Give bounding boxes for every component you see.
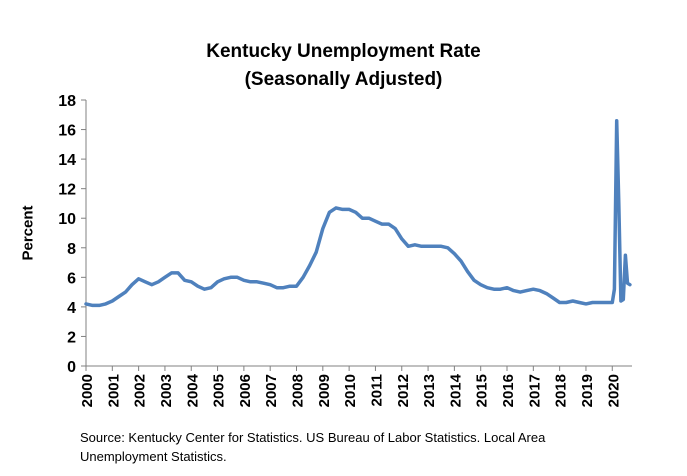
chart-title-line2: (Seasonally Adjusted) <box>244 69 443 90</box>
x-tick-label: 2012 <box>395 374 412 407</box>
x-tick-label: 2005 <box>211 374 228 407</box>
x-tick-label: 2008 <box>290 374 307 407</box>
x-tick-label: 2000 <box>79 374 96 407</box>
x-tick-label: 2006 <box>237 374 254 407</box>
unemployment-rate-line <box>84 118 632 308</box>
chart-title: Kentucky Unemployment Rate (Seasonally A… <box>0 38 687 94</box>
y-tick-label: 10 <box>58 211 76 228</box>
x-tick-label: 2007 <box>263 374 280 407</box>
y-tick-label: 18 <box>58 93 76 110</box>
x-tick-label: 2020 <box>605 374 622 407</box>
y-tick-label: 8 <box>67 241 76 258</box>
x-tick-label: 2011 <box>368 374 385 407</box>
source-line-2: Unemployment Statistics. <box>80 449 227 464</box>
y-tick-label: 2 <box>67 329 76 346</box>
source-line-1: Source: Kentucky Center for Statistics. … <box>80 430 546 445</box>
y-tick-label: 16 <box>58 123 76 140</box>
x-tick-label: 2018 <box>553 374 570 407</box>
y-tick-label: 6 <box>67 270 76 287</box>
x-tick-label: 2015 <box>474 374 491 407</box>
y-tick-label: 12 <box>58 182 76 199</box>
x-tick-label: 2017 <box>526 374 543 407</box>
x-tick-label: 2001 <box>105 374 122 407</box>
x-tick-label: 2013 <box>421 374 438 407</box>
y-tick-label: 0 <box>67 359 76 376</box>
x-tick-label: 2009 <box>316 374 333 407</box>
line-chart: 0 2 4 6 8 10 12 14 16 18 2000 2001 2002 2003 2004 2005 2… <box>58 93 632 407</box>
x-tick-label: 2010 <box>342 374 359 407</box>
x-tick-label: 2003 <box>158 374 175 407</box>
y-tick-label: 14 <box>58 152 76 169</box>
x-tick-label: 2002 <box>132 374 149 407</box>
y-tick-label: 4 <box>67 300 76 317</box>
chart-title-line1: Kentucky Unemployment Rate <box>206 41 481 62</box>
x-tick-label: 2004 <box>184 373 201 407</box>
x-tick-label: 2019 <box>579 374 596 407</box>
x-tick-label: 2016 <box>500 374 517 407</box>
source-note: Source: Kentucky Center for Statistics. … <box>80 428 640 466</box>
x-tick-label: 2014 <box>447 373 464 407</box>
